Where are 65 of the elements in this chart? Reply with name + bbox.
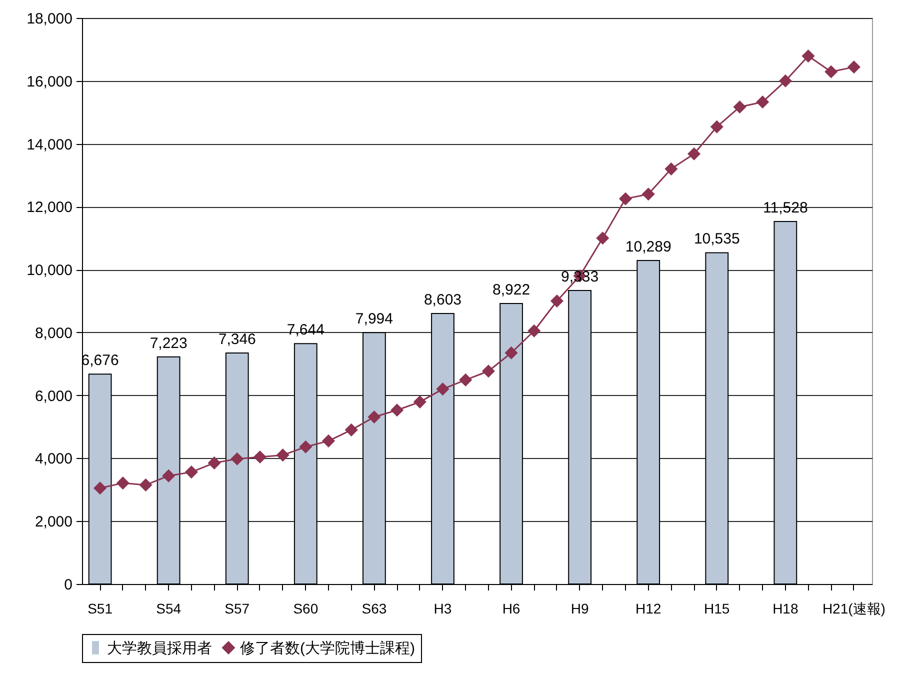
y-tick-label: 2,000: [34, 514, 72, 531]
point: [824, 65, 838, 78]
point: [436, 382, 450, 396]
point: [688, 147, 701, 160]
point: [413, 395, 426, 408]
point: [528, 324, 541, 338]
y-tick-label: 12,000: [26, 199, 72, 216]
point: [664, 162, 678, 176]
point: [368, 410, 381, 424]
point: [733, 100, 746, 114]
y-tick-label: 16,000: [26, 73, 72, 90]
point: [756, 95, 770, 108]
point: [459, 373, 472, 386]
data-label: 8,603: [424, 291, 462, 308]
x-tick-label: H21(速報): [822, 600, 886, 616]
y-tick-label: 8,000: [34, 324, 72, 342]
x-tick-label: H12: [636, 600, 662, 616]
x-tick-label: S51: [88, 600, 113, 616]
data-label: 10,535: [694, 230, 740, 248]
legend-label: 大学教員採用者: [107, 640, 212, 657]
point: [642, 188, 655, 201]
point: [847, 60, 860, 74]
x-tick-label: S54: [156, 600, 182, 616]
point: [482, 364, 495, 378]
point: [253, 450, 266, 464]
x-tick-label: S60: [293, 600, 318, 616]
y-tick-label: 4,000: [34, 450, 72, 468]
point: [299, 440, 312, 454]
point: [618, 192, 632, 206]
y-tick-label: 14,000: [26, 136, 72, 154]
point: [162, 469, 176, 482]
point: [550, 294, 564, 308]
point: [596, 232, 610, 245]
legend-label: 修了者数(大学院博士課程): [240, 640, 415, 657]
x-tick-label: H6: [502, 600, 520, 616]
point: [322, 434, 336, 448]
y-tick-label: 6,000: [34, 388, 72, 405]
data-label: 7,346: [218, 331, 256, 348]
y-tick-label: 10,000: [26, 262, 72, 280]
point: [94, 482, 107, 495]
point: [184, 466, 198, 479]
point: [504, 346, 518, 360]
x-tick-label: H18: [772, 600, 798, 616]
x-tick-label: S63: [362, 600, 387, 616]
point: [344, 423, 358, 436]
x-tick-label: H9: [570, 600, 589, 616]
point: [276, 448, 290, 462]
x-tick-label: H3: [434, 600, 452, 616]
y-tick-label: 18,000: [26, 10, 72, 28]
data-label: 10,289: [625, 238, 672, 256]
data-label: 7,223: [150, 334, 188, 352]
point: [710, 120, 724, 134]
data-label: 8,922: [492, 281, 530, 298]
point: [230, 452, 244, 466]
x-tick-label: S57: [224, 600, 250, 616]
y-tick-label: 0: [64, 576, 72, 594]
point: [802, 50, 815, 63]
x-tick-label: H15: [704, 600, 730, 616]
point: [139, 478, 152, 492]
data-label: 7,994: [355, 310, 393, 328]
data-label: 6,676: [81, 352, 119, 370]
point: [390, 404, 404, 417]
point: [208, 456, 221, 470]
point: [116, 476, 130, 490]
point: [778, 74, 792, 88]
